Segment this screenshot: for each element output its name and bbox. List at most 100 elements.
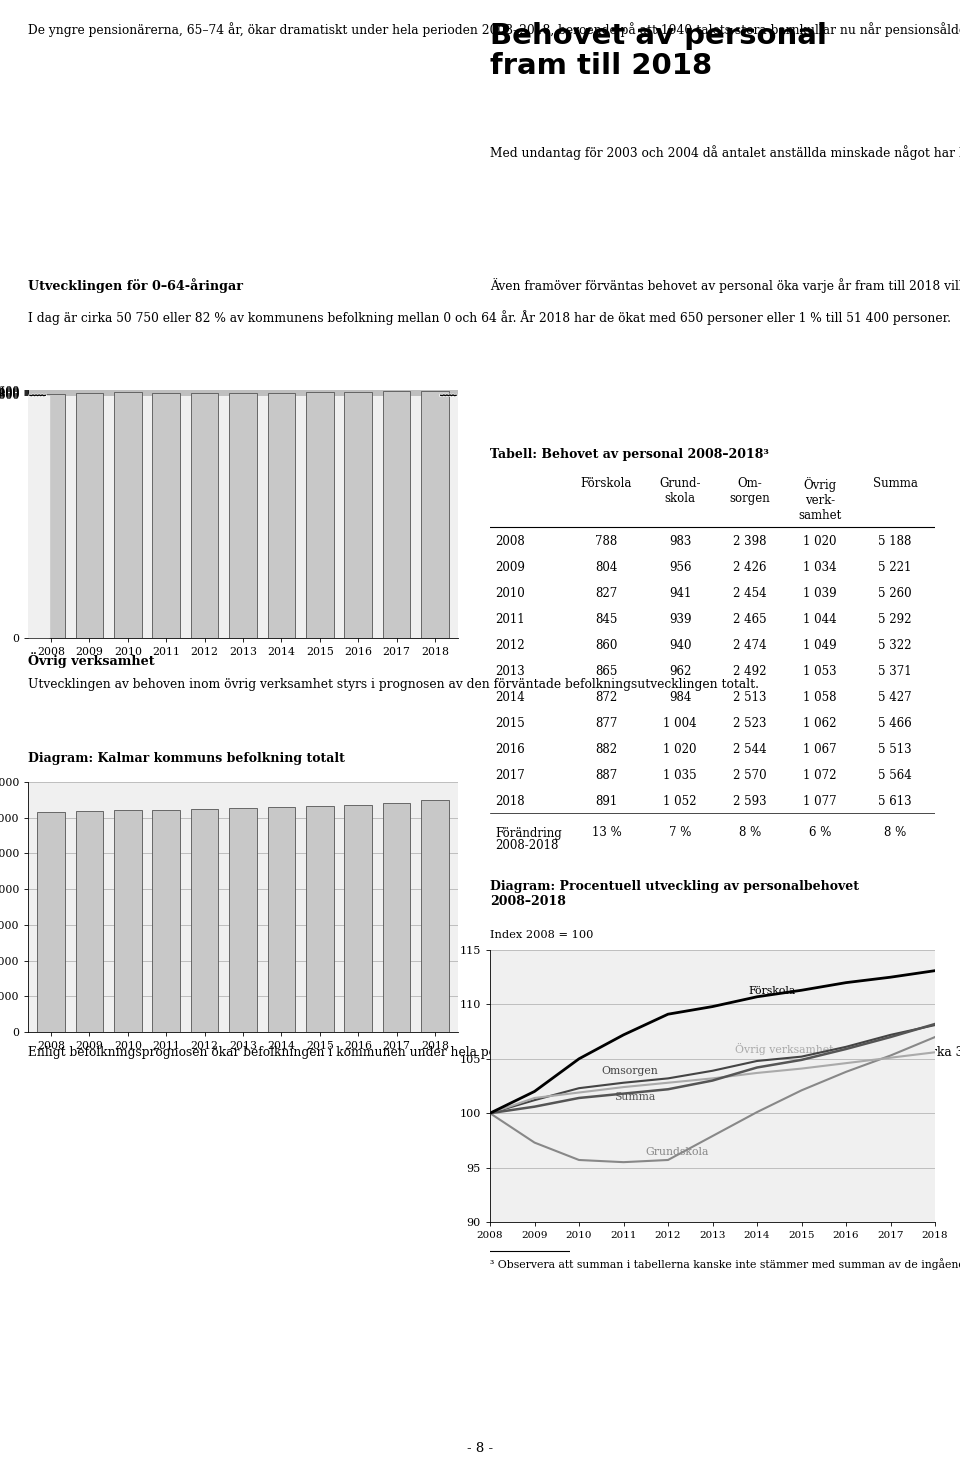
Text: 5 513: 5 513 [878,743,912,755]
Text: 2 544: 2 544 [733,743,767,755]
Bar [306,393,334,637]
Text: 872: 872 [595,690,617,704]
Bar [421,392,448,637]
Text: 5 564: 5 564 [878,768,912,782]
Bar [268,393,296,637]
Text: De yngre pensionärerna, 65–74 år, ökar dramatiskt under hela perioden 2008–2018,: De yngre pensionärerna, 65–74 år, ökar d… [28,22,960,37]
Text: Förändring: Förändring [495,827,562,841]
Bar [114,393,142,637]
Bar [76,393,104,637]
Bar [191,393,219,637]
Bar [37,811,65,1032]
Bar [383,392,410,637]
Text: 5 292: 5 292 [878,612,912,626]
Text: 5 322: 5 322 [878,639,912,652]
Text: - 8 -: - 8 - [467,1441,493,1454]
Text: Diagram: Procentuell utveckling av personalbehovet
2008–2018: Diagram: Procentuell utveckling av perso… [490,880,859,908]
Text: Summa: Summa [614,1092,656,1103]
Text: Förskola: Förskola [581,477,633,490]
Bar [268,807,296,1032]
Text: 5 221: 5 221 [878,561,912,574]
Text: 1 034: 1 034 [804,561,837,574]
Text: 5 466: 5 466 [878,717,912,730]
Text: 2008: 2008 [495,534,525,548]
Bar [383,802,410,1032]
Text: Enligt befolkningsprognosen ökar befolkningen i kommunen under hela perioden, fr: Enligt befolkningsprognosen ökar befolkn… [28,1044,960,1058]
Text: 882: 882 [595,743,617,755]
Text: 5 188: 5 188 [878,534,912,548]
Text: 1 053: 1 053 [804,665,837,677]
Text: Utvecklingen för 0–64-åringar: Utvecklingen för 0–64-åringar [28,278,243,293]
Text: 940: 940 [669,639,691,652]
Text: I dag är cirka 50 750 eller 82 % av kommunens befolkning mellan 0 och 64 år. År : I dag är cirka 50 750 eller 82 % av komm… [28,311,951,325]
Text: 2013: 2013 [495,665,525,677]
Text: 2 454: 2 454 [733,587,767,599]
Text: 860: 860 [595,639,617,652]
Text: 956: 956 [669,561,691,574]
Text: 2 474: 2 474 [733,639,767,652]
Bar [421,801,448,1032]
Bar [229,808,257,1032]
Text: 2 523: 2 523 [733,717,767,730]
Text: 6 %: 6 % [809,826,831,839]
Text: 1 020: 1 020 [663,743,697,755]
Text: 1 004: 1 004 [663,717,697,730]
Text: Även framöver förväntas behovet av personal öka varje år fram till 2018 vilket d: Även framöver förväntas behovet av perso… [490,278,960,293]
Text: Om-
sorgen: Om- sorgen [730,477,770,505]
Text: Övrig verksamhet: Övrig verksamhet [28,652,155,668]
Text: 2 465: 2 465 [733,612,767,626]
Text: 2016: 2016 [495,743,525,755]
Text: 1 039: 1 039 [804,587,837,599]
Text: 1 044: 1 044 [804,612,837,626]
Text: Utvecklingen av behoven inom övrig verksamhet styrs i prognosen av den förväntad: Utvecklingen av behoven inom övrig verks… [28,679,759,690]
Text: 845: 845 [595,612,617,626]
Text: ³ Observera att summan i tabellerna kanske inte stämmer med summan av de ingåend: ³ Observera att summan i tabellerna kans… [490,1259,960,1270]
Text: Tabell: Behovet av personal 2008–2018³: Tabell: Behovet av personal 2008–2018³ [490,447,769,461]
Text: Övrig verksamhet: Övrig verksamhet [734,1044,833,1055]
Bar [37,394,65,637]
Text: 2 398: 2 398 [733,534,767,548]
Bar [76,811,104,1032]
Text: 2014: 2014 [495,690,525,704]
Text: 2 593: 2 593 [733,795,767,808]
Text: Förskola: Förskola [748,986,795,995]
Text: 1 058: 1 058 [804,690,837,704]
Text: 941: 941 [669,587,691,599]
Text: 983: 983 [669,534,691,548]
Text: 5 427: 5 427 [878,690,912,704]
Text: 2012: 2012 [495,639,524,652]
Text: 827: 827 [595,587,617,599]
Text: 2008-2018: 2008-2018 [495,839,559,852]
Text: 1 072: 1 072 [804,768,837,782]
Text: 2 570: 2 570 [733,768,767,782]
Text: 2018: 2018 [495,795,524,808]
Text: 865: 865 [595,665,617,677]
Bar [153,810,180,1032]
Text: 2011: 2011 [495,612,524,626]
Text: Behovet av personal
fram till 2018: Behovet av personal fram till 2018 [490,22,827,79]
Text: 1 062: 1 062 [804,717,837,730]
Text: 5 371: 5 371 [878,665,912,677]
Text: 7 %: 7 % [669,826,691,839]
Text: 8 %: 8 % [739,826,761,839]
Text: 2017: 2017 [495,768,525,782]
Text: 5 613: 5 613 [878,795,912,808]
Text: 1 077: 1 077 [804,795,837,808]
Bar [114,810,142,1032]
Text: 2015: 2015 [495,717,525,730]
Text: 804: 804 [595,561,617,574]
Text: 2 492: 2 492 [733,665,767,677]
Text: Med undantag för 2003 och 2004 då antalet anställda minskade något har Kalmar ko: Med undantag för 2003 och 2004 då antale… [490,146,960,160]
Text: 1 052: 1 052 [663,795,697,808]
Text: 891: 891 [595,795,617,808]
Text: 1 035: 1 035 [663,768,697,782]
Text: 788: 788 [595,534,617,548]
Text: Index 2008 = 100: Index 2008 = 100 [490,930,593,941]
Text: Omsorgen: Omsorgen [601,1066,658,1076]
Text: Övrig
verk-
samhet: Övrig verk- samhet [799,477,842,523]
Text: 939: 939 [669,612,691,626]
Text: 1 067: 1 067 [804,743,837,755]
Bar [191,808,219,1032]
Text: 2 426: 2 426 [733,561,767,574]
Text: 8 %: 8 % [884,826,906,839]
